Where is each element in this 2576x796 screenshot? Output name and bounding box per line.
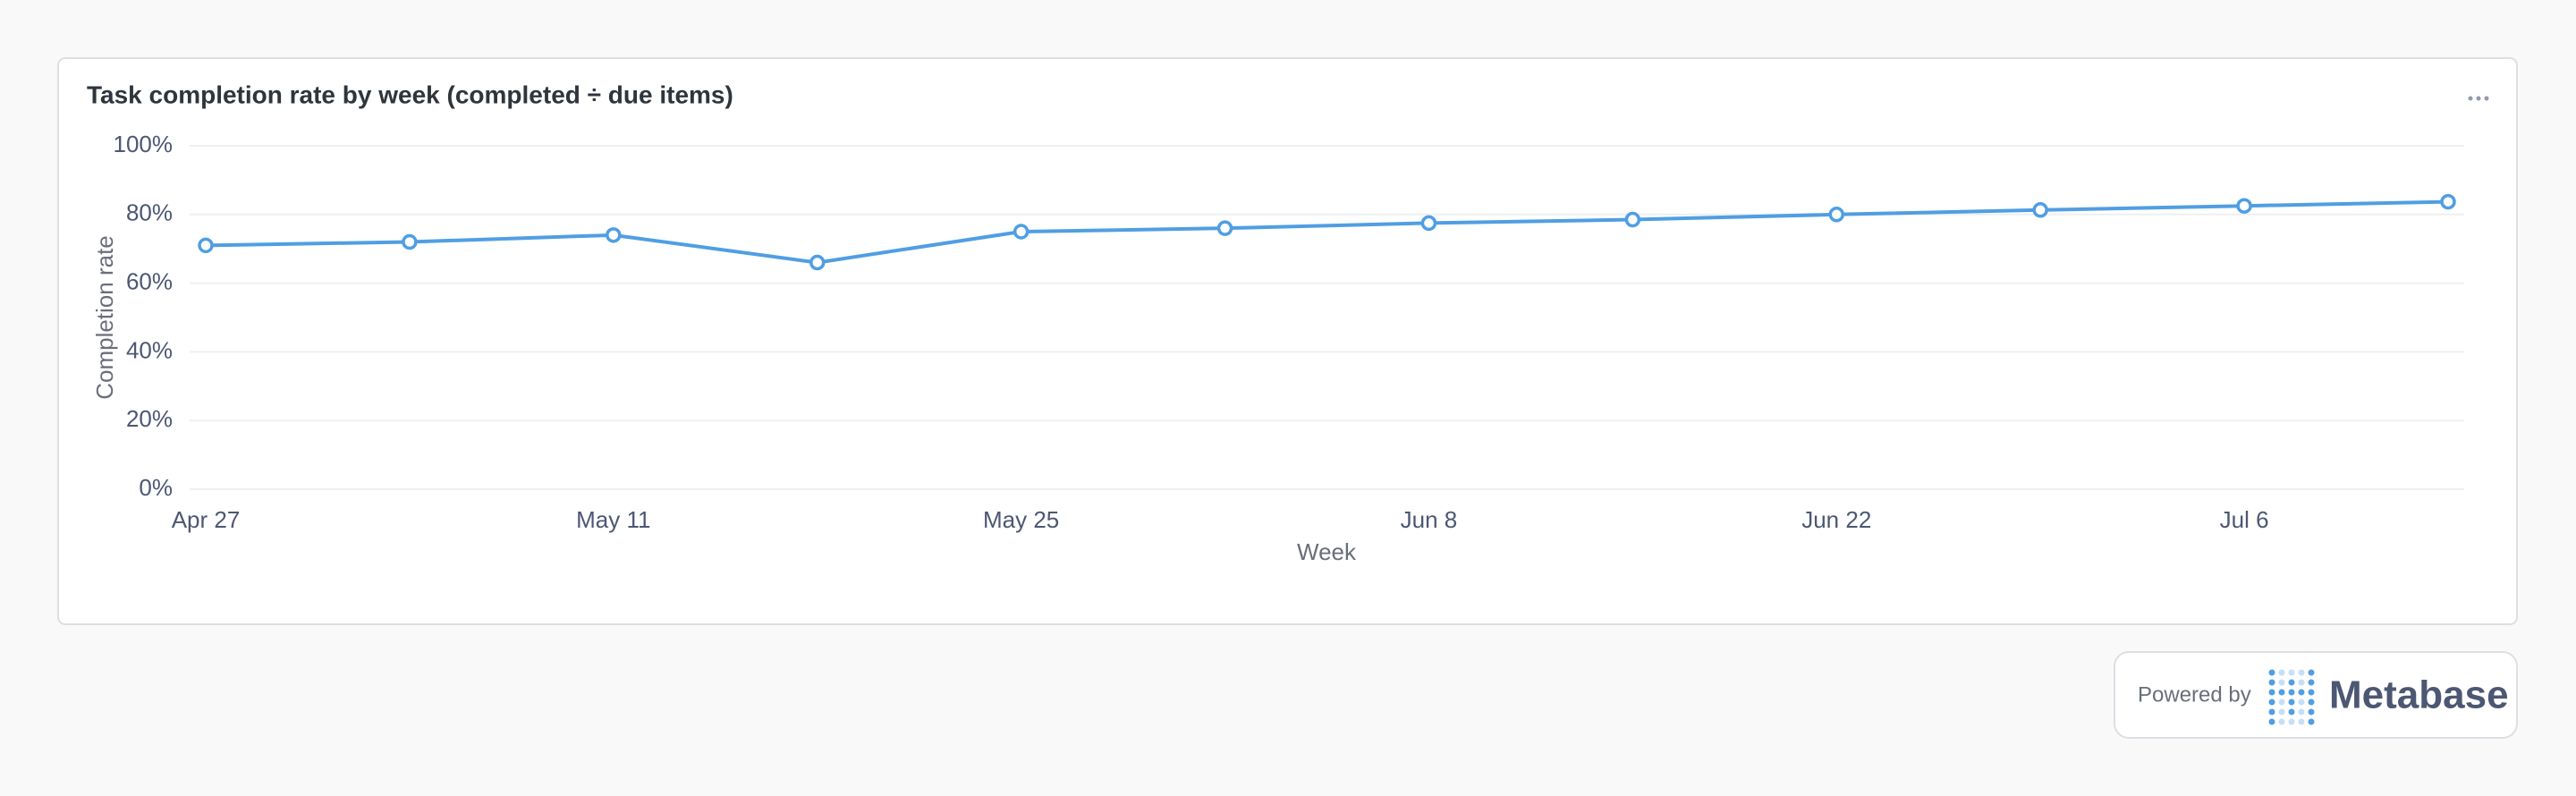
x-tick-label: Jul 6 bbox=[2220, 506, 2269, 533]
logo-dot bbox=[2298, 679, 2305, 686]
data-point bbox=[2440, 193, 2456, 210]
logo-dot bbox=[2308, 679, 2315, 686]
logo-dot bbox=[2278, 708, 2285, 716]
logo-dot bbox=[2268, 669, 2275, 676]
card bbox=[57, 57, 2518, 625]
logo-dot bbox=[2288, 669, 2295, 676]
logo-dot bbox=[2298, 689, 2305, 696]
y-axis-label: Completion rate bbox=[91, 235, 118, 400]
data-point bbox=[1828, 207, 1845, 223]
data-point bbox=[2032, 202, 2048, 218]
logo-dot bbox=[2268, 699, 2275, 706]
y-tick-label: 20% bbox=[126, 405, 173, 432]
logo-dot bbox=[2308, 669, 2315, 676]
metabase-logo bbox=[2268, 669, 2315, 725]
data-point bbox=[198, 237, 214, 254]
logo-dot bbox=[2268, 679, 2275, 686]
logo-dot bbox=[2268, 718, 2275, 725]
logo-dot bbox=[2278, 699, 2285, 706]
x-tick-label: Jun 22 bbox=[1801, 506, 1871, 533]
y-tick-label: 0% bbox=[139, 474, 173, 501]
data-point bbox=[606, 227, 622, 243]
data-point bbox=[1624, 211, 1641, 228]
logo-dot bbox=[2298, 708, 2305, 716]
logo-dot bbox=[2308, 699, 2315, 706]
logo-dot bbox=[2298, 669, 2305, 676]
logo-dot bbox=[2288, 718, 2295, 725]
logo-dot bbox=[2278, 669, 2285, 676]
x-tick-label: Jun 8 bbox=[1401, 506, 1458, 533]
logo-dot bbox=[2298, 718, 2305, 725]
logo-dot bbox=[2288, 689, 2295, 696]
series-line bbox=[205, 199, 2449, 265]
menu-icon[interactable] bbox=[2468, 96, 2489, 101]
powered-by-badge[interactable] bbox=[2114, 651, 2518, 739]
logo-dot bbox=[2268, 708, 2275, 716]
logo-dot bbox=[2278, 679, 2285, 686]
data-point bbox=[1420, 215, 1437, 232]
data-point bbox=[402, 233, 418, 250]
plot: 0% 20% 40% 60% 80% 100% Apr 27 May 11 May 25 Jun … bbox=[114, 131, 2464, 533]
logo-dot bbox=[2278, 689, 2285, 696]
x-tick-label: May 11 bbox=[576, 506, 650, 533]
logo-dot bbox=[2268, 689, 2275, 696]
logo-dot bbox=[2308, 718, 2315, 725]
x-tick-label: Apr 27 bbox=[172, 506, 241, 533]
chart-title: Task completion rate by week (completed … bbox=[87, 80, 733, 108]
data-point bbox=[1216, 220, 1233, 236]
logo-dot bbox=[2278, 718, 2285, 725]
logo-dot bbox=[2288, 708, 2295, 716]
logo-dot bbox=[2308, 708, 2315, 716]
logo-dot bbox=[2298, 699, 2305, 706]
brand-name: Metabase bbox=[2329, 673, 2509, 717]
y-tick-label: 100% bbox=[114, 131, 174, 157]
y-tick-label: 60% bbox=[126, 267, 173, 294]
x-tick-label: May 25 bbox=[983, 506, 1059, 533]
data-point bbox=[809, 254, 826, 271]
logo-dot bbox=[2288, 699, 2295, 706]
data-point bbox=[1013, 224, 1030, 240]
x-axis-label: Week bbox=[1297, 538, 1357, 565]
y-tick-label: 40% bbox=[126, 336, 173, 363]
logo-dot bbox=[2288, 679, 2295, 686]
data-point bbox=[2236, 198, 2252, 214]
powered-by-text: Powered by bbox=[2138, 682, 2251, 707]
logo-dot bbox=[2308, 689, 2315, 696]
y-tick-label: 80% bbox=[126, 199, 173, 226]
